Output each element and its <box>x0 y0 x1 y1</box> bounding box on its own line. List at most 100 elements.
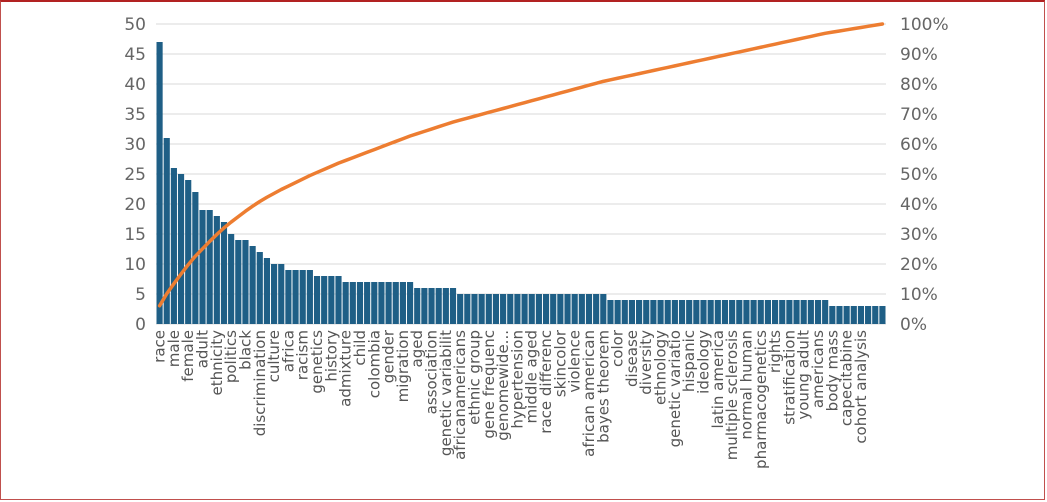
bar <box>392 282 399 324</box>
category-label: genetic variabilit <box>437 330 455 456</box>
category-label: racism <box>294 330 312 380</box>
category-label: association <box>423 330 441 414</box>
y-tick-label: 25 <box>124 165 146 185</box>
bar <box>585 294 593 324</box>
category-label: admixture <box>337 330 355 407</box>
bar <box>686 300 693 324</box>
bar <box>206 210 213 324</box>
bar <box>707 300 714 324</box>
category-label: color <box>609 329 627 367</box>
bar <box>156 42 163 324</box>
bar <box>492 294 500 324</box>
category-label: aged <box>408 330 426 367</box>
category-label: child <box>351 330 369 366</box>
bar <box>857 306 865 324</box>
y-tick-label: 10 <box>124 255 146 275</box>
grid <box>156 23 886 325</box>
cumulative-line <box>157 22 885 308</box>
category-label: history <box>322 330 340 382</box>
bar <box>700 300 707 324</box>
y-tick-label: 0 <box>135 315 146 335</box>
category-label: discrimination <box>251 330 269 436</box>
bar <box>786 300 793 324</box>
category-label: skincolor <box>551 329 569 397</box>
bar <box>464 294 471 324</box>
bar <box>614 300 621 324</box>
y-tick-label: 35 <box>124 105 146 125</box>
bar <box>406 282 414 324</box>
bar <box>757 300 764 324</box>
category-label: africanamericans <box>451 330 469 460</box>
bar <box>342 282 349 324</box>
bar <box>356 282 364 324</box>
category-label: african american <box>580 330 598 457</box>
bar <box>779 300 786 324</box>
bar <box>163 138 170 324</box>
category-label: hispanic <box>680 330 698 392</box>
category-label: body mass <box>823 330 841 411</box>
bar <box>371 282 378 324</box>
bar <box>421 288 428 324</box>
bar <box>542 294 550 324</box>
bar <box>285 270 292 324</box>
y2-tick-label: 70% <box>900 105 938 125</box>
bar <box>743 300 750 324</box>
bar <box>220 222 228 324</box>
bar <box>199 210 206 324</box>
bar <box>306 270 313 324</box>
y-tick-label: 50 <box>124 15 146 35</box>
category-label: race differenc <box>537 330 555 434</box>
bar <box>721 300 729 324</box>
bar <box>500 294 507 324</box>
category-label: race <box>151 330 169 363</box>
bar <box>457 294 464 324</box>
bar <box>850 306 857 324</box>
bar <box>593 294 600 324</box>
category-label: gene frequenc <box>480 330 498 439</box>
bar <box>822 300 829 324</box>
bar <box>643 300 650 324</box>
category-label: black <box>236 330 254 370</box>
category-label: genetic variatio <box>666 330 684 447</box>
y2-tick-label: 0% <box>900 315 927 335</box>
category-label: pharmacogenetics <box>752 330 770 469</box>
bar <box>185 180 192 324</box>
category-label: genetics <box>308 330 326 394</box>
bar <box>478 294 485 324</box>
y2-tick-label: 20% <box>900 255 938 275</box>
bar <box>177 174 185 324</box>
y-tick-label: 20 <box>124 195 146 215</box>
bar <box>235 240 242 324</box>
category-label: adult <box>194 330 212 368</box>
bar <box>170 168 177 324</box>
bar <box>528 294 535 324</box>
x-axis: racemalefemaleadultethnicitypoliticsblac… <box>151 329 870 469</box>
bar <box>263 258 271 324</box>
category-label: ethnology <box>652 330 670 405</box>
y-axis-right: 0% 10% 20% 30% 40% 50% 60% 70% 80% 90% 100% <box>900 15 949 335</box>
bar <box>385 282 392 324</box>
bar <box>442 288 449 324</box>
bar <box>335 276 342 324</box>
category-label: migration <box>394 330 412 402</box>
bar <box>557 294 564 324</box>
category-label: ideology <box>695 330 713 394</box>
bar <box>657 300 664 324</box>
bar <box>671 300 678 324</box>
category-label: genomewide... <box>494 330 512 441</box>
bar <box>435 288 442 324</box>
bar <box>714 300 721 324</box>
bar <box>621 300 628 324</box>
bar <box>507 294 514 324</box>
y-tick-label: 15 <box>124 225 146 245</box>
category-label: ethnicity <box>208 330 226 396</box>
category-label: disease <box>623 330 641 387</box>
bar <box>807 300 814 324</box>
bar <box>564 294 571 324</box>
bar <box>729 300 736 324</box>
bar <box>535 294 542 324</box>
bar <box>256 252 263 324</box>
bar <box>771 300 779 324</box>
